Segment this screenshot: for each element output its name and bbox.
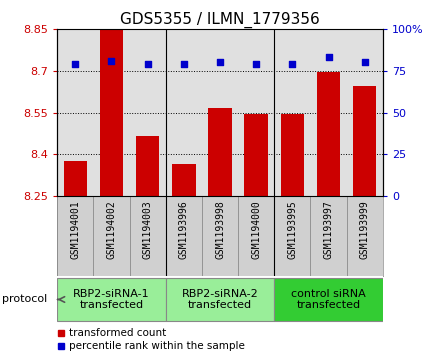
Title: GDS5355 / ILMN_1779356: GDS5355 / ILMN_1779356 [120,12,320,28]
Point [180,61,187,67]
Text: GSM1193998: GSM1193998 [215,200,225,259]
Text: GSM1194003: GSM1194003 [143,200,153,259]
Bar [208,108,232,196]
Bar [281,114,304,196]
Point [361,60,368,65]
Text: GSM1193999: GSM1193999 [360,200,370,259]
Bar [57,196,93,276]
Bar [274,278,383,321]
Bar [353,86,377,196]
Text: RBP2-siRNA-2
transfected: RBP2-siRNA-2 transfected [182,289,258,310]
Point [144,61,151,67]
Legend: transformed count, percentile rank within the sample: transformed count, percentile rank withi… [58,328,245,351]
Bar [166,278,274,321]
Bar [238,196,274,276]
Bar [245,114,268,196]
Bar [93,196,129,276]
Point [325,54,332,60]
Bar [347,196,383,276]
Text: control siRNA
transfected: control siRNA transfected [291,289,366,310]
Bar [57,278,166,321]
Bar [311,196,347,276]
Text: protocol: protocol [2,294,48,305]
Bar [172,164,195,196]
Bar [202,196,238,276]
Text: GSM1194000: GSM1194000 [251,200,261,259]
Bar [274,196,311,276]
Text: GSM1193995: GSM1193995 [287,200,297,259]
Bar [129,196,166,276]
Point [108,58,115,64]
Point [289,61,296,67]
Point [216,60,224,65]
Text: GSM1193997: GSM1193997 [323,200,334,259]
Point [253,61,260,67]
Point [72,61,79,67]
Bar [317,72,340,196]
Bar [63,161,87,196]
Text: GSM1193996: GSM1193996 [179,200,189,259]
Text: GSM1194001: GSM1194001 [70,200,80,259]
Bar [166,196,202,276]
Text: GSM1194002: GSM1194002 [106,200,117,259]
Text: RBP2-siRNA-1
transfected: RBP2-siRNA-1 transfected [73,289,150,310]
Bar [136,136,159,196]
Bar [100,30,123,196]
